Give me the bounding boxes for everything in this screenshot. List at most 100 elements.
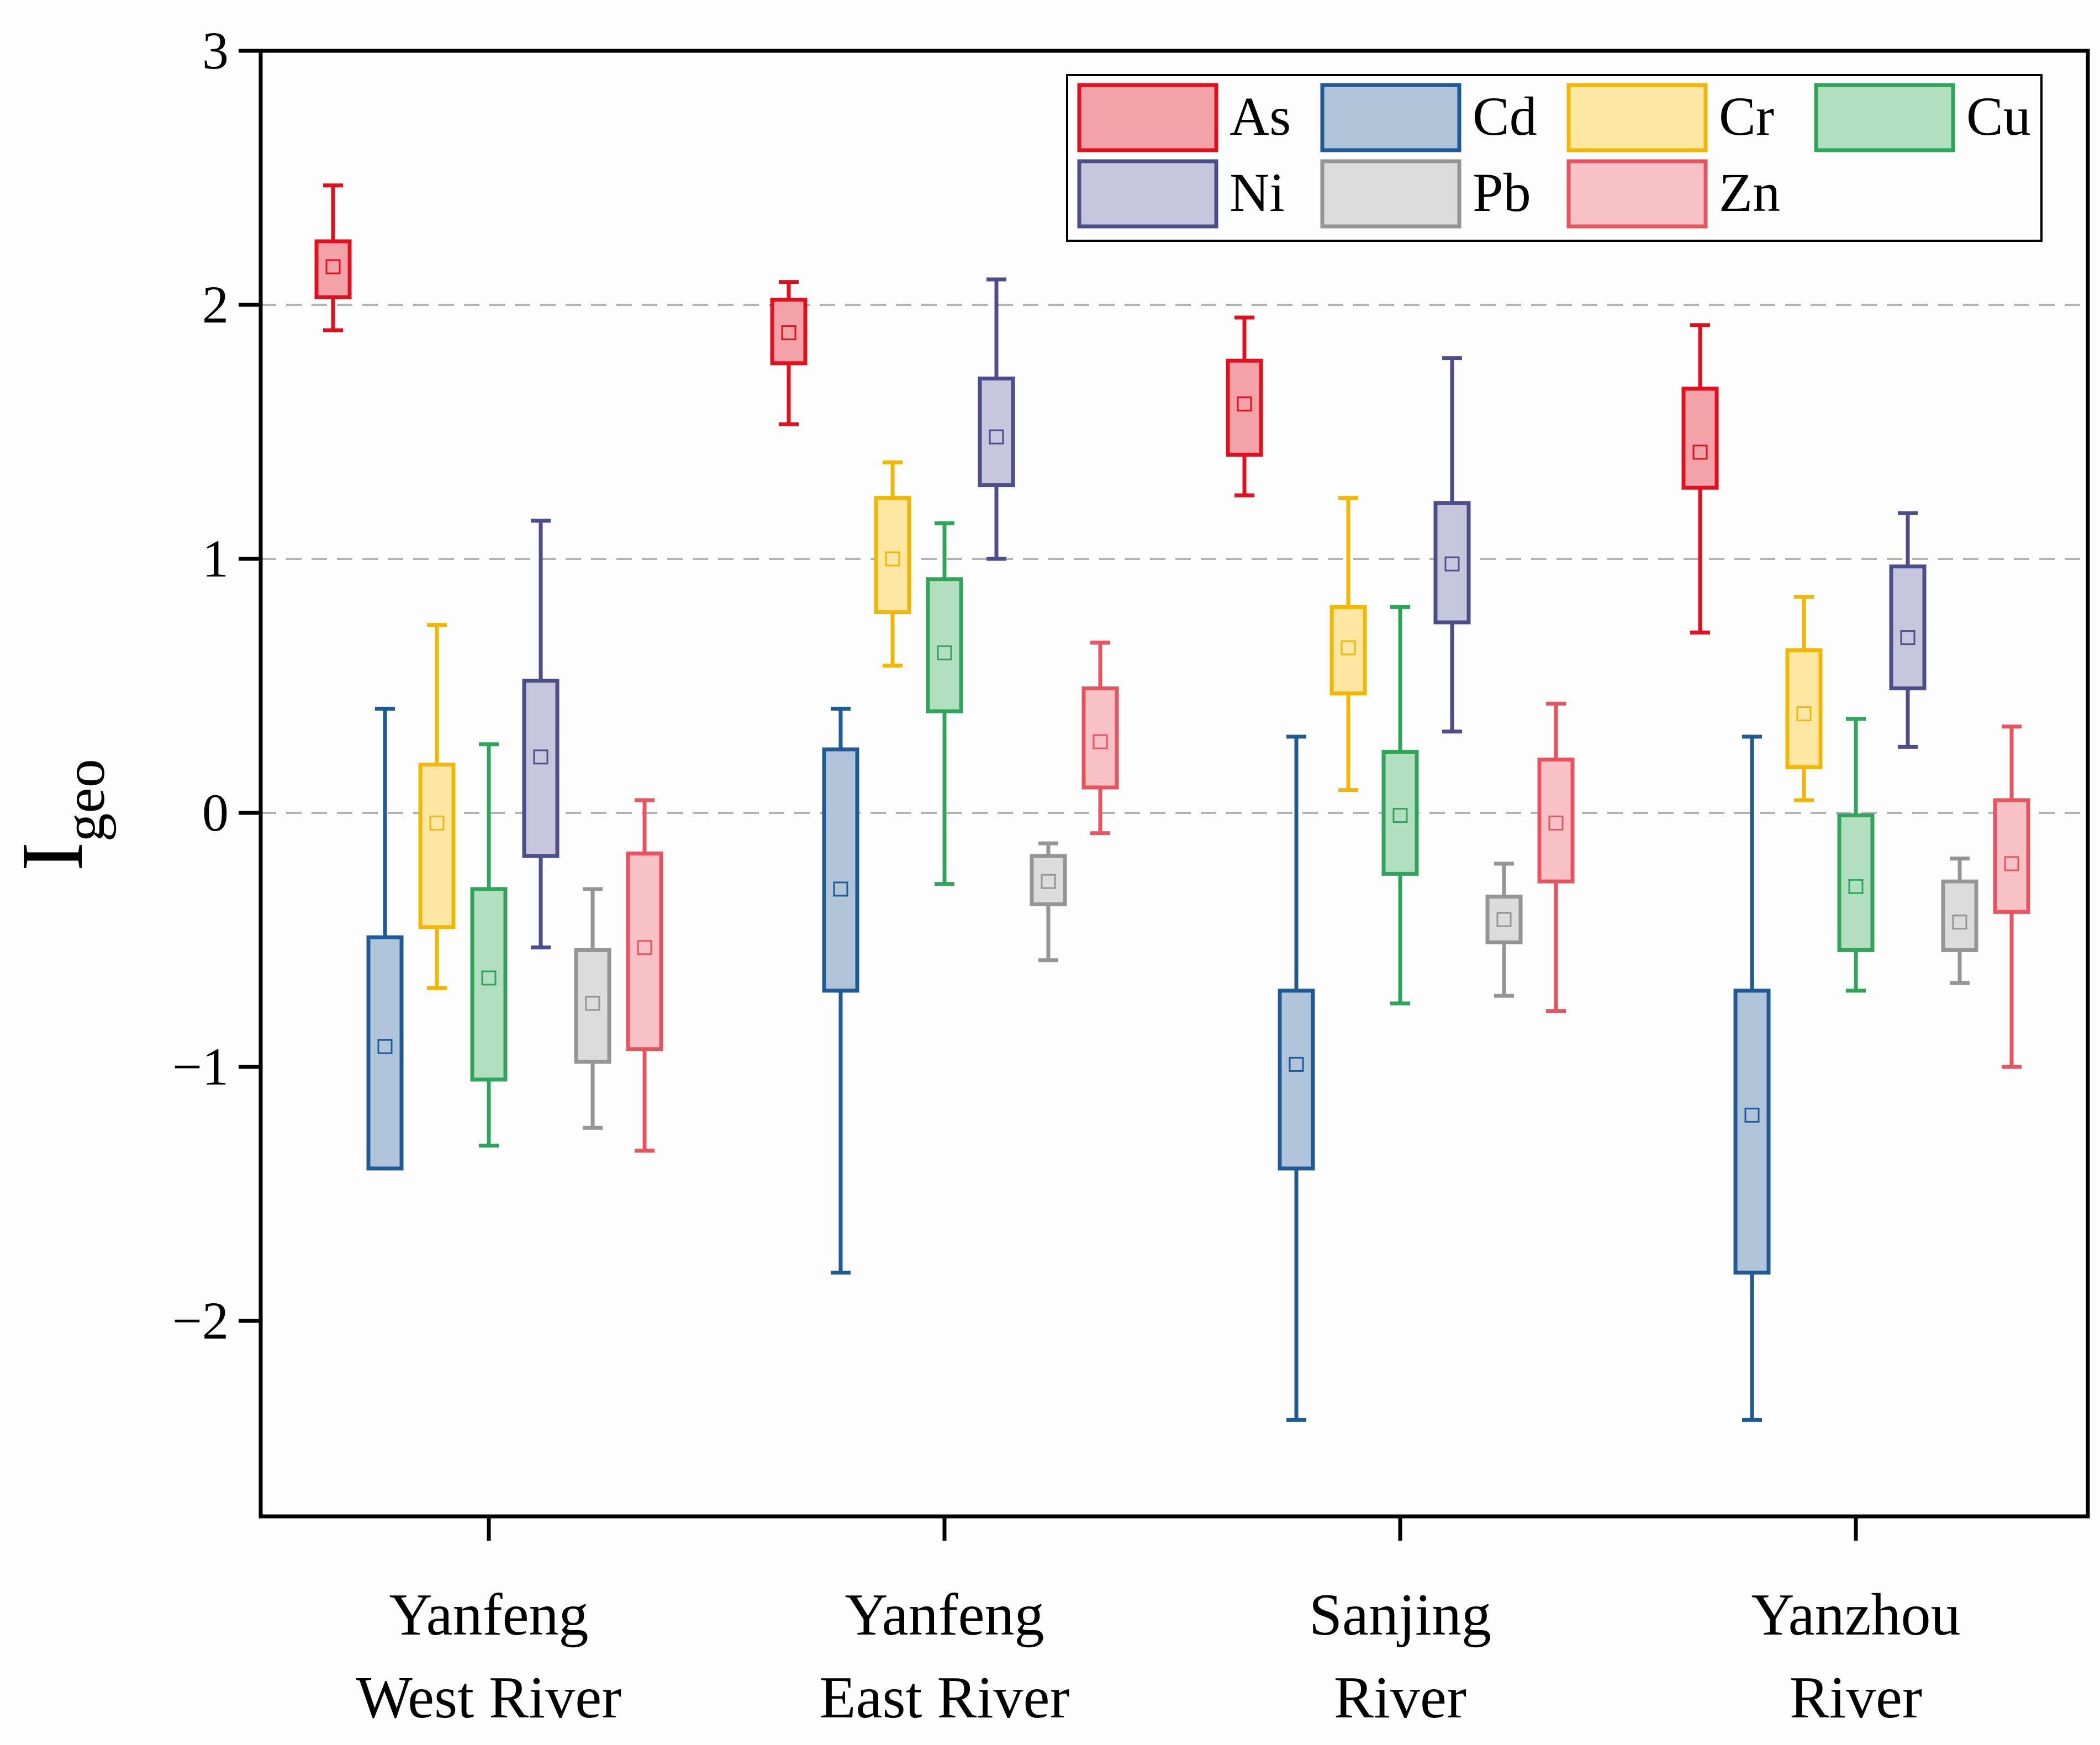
box-mean-marker	[429, 815, 445, 831]
y-axis: 3 2 1 0 −1 −2	[172, 21, 261, 1350]
legend-label-cu: Cu	[1966, 86, 2031, 147]
plot-frame	[258, 49, 2090, 1519]
box-mean-marker	[481, 970, 497, 986]
box-pb	[1941, 856, 1978, 985]
box-iqr	[1681, 387, 1719, 490]
box-ni	[1889, 511, 1927, 749]
box-series	[314, 183, 2030, 1422]
box-mean-marker	[1392, 808, 1408, 823]
box-iqr	[574, 948, 611, 1064]
legend-swatch-zn	[1566, 159, 1708, 229]
box-ni	[978, 277, 1015, 561]
y-tick-label: −2	[172, 1291, 229, 1350]
y-tick-label: 0	[202, 783, 229, 842]
box-mean-marker	[937, 645, 952, 660]
legend-label-as: As	[1230, 86, 1291, 147]
y-axis-title-main: I	[3, 842, 101, 871]
legend-label-cd: Cd	[1473, 86, 1537, 147]
box-iqr	[1226, 358, 1263, 457]
y-axis-title: Igeo	[3, 759, 117, 871]
box-iqr	[926, 577, 963, 713]
box-cd	[822, 706, 859, 1275]
y-tick-label: −1	[172, 1037, 229, 1096]
box-mean-marker	[989, 429, 1004, 445]
x-tick-label: River	[1334, 1665, 1466, 1731]
legend-swatch-cr	[1566, 83, 1708, 152]
box-mean-marker	[1289, 1056, 1304, 1072]
box-ni	[522, 519, 560, 950]
box-pb	[1030, 841, 1067, 963]
box-zn	[1537, 701, 1575, 1013]
box-iqr	[1329, 605, 1367, 696]
box-cr	[1785, 595, 1823, 802]
box-cu	[470, 742, 508, 1148]
box-zn	[1081, 641, 1119, 836]
box-cr	[418, 623, 456, 990]
box-iqr	[626, 852, 663, 1051]
box-as	[770, 280, 808, 426]
box-mean-marker	[1796, 706, 1812, 722]
box-mean-marker	[533, 749, 548, 765]
box-iqr	[978, 376, 1015, 488]
x-tick-label: Yanzhou	[1751, 1582, 1960, 1648]
box-zn	[626, 798, 663, 1153]
box-mean-marker	[885, 551, 900, 567]
box-mean-marker	[1900, 630, 1916, 646]
box-iqr	[1837, 813, 1875, 952]
box-mean-marker	[781, 325, 796, 341]
legend-label-zn: Zn	[1719, 162, 1780, 223]
box-mean-marker	[1744, 1107, 1760, 1123]
legend-swatch-cd	[1320, 83, 1461, 152]
legend-swatch-pb	[1320, 159, 1461, 229]
y-axis-title-text: Igeo	[3, 759, 117, 871]
box-mean-marker	[1093, 734, 1108, 749]
box-mean-marker	[637, 940, 652, 955]
box-iqr	[1278, 988, 1315, 1171]
legend-label-cr: Cr	[1719, 86, 1774, 147]
box-cr	[1329, 496, 1367, 792]
x-tick-label: River	[1790, 1665, 1922, 1731]
box-mean-marker	[1341, 640, 1356, 655]
legend-swatch-as	[1077, 83, 1218, 152]
box-mean-marker	[2004, 856, 2019, 871]
x-tick-label: Sanjing	[1309, 1582, 1491, 1648]
box-cr	[874, 460, 911, 668]
box-pb	[574, 887, 611, 1130]
box-cu	[1381, 605, 1419, 1006]
box-iqr	[1381, 750, 1419, 876]
box-iqr	[1993, 798, 2030, 914]
box-zn	[1993, 725, 2030, 1069]
box-iqr	[418, 763, 456, 929]
box-as	[1226, 315, 1263, 498]
box-iqr	[1433, 501, 1471, 625]
legend-label-ni: Ni	[1230, 162, 1285, 223]
box-ni	[1433, 356, 1471, 734]
x-tick-label: Yanfeng	[845, 1582, 1044, 1648]
box-iqr	[1889, 564, 1927, 691]
box-cd	[1278, 734, 1315, 1422]
box-iqr	[1030, 854, 1067, 907]
box-mean-marker	[1444, 556, 1460, 572]
y-axis-title-subscript: geo	[53, 759, 117, 842]
box-mean-marker	[1496, 912, 1512, 927]
x-axis: Yanfeng West River Yanfeng East River Sanjin…	[356, 1516, 1961, 1731]
box-mean-marker	[833, 881, 848, 897]
box-iqr	[822, 747, 859, 993]
box-iqr	[522, 679, 560, 858]
box-mean-marker	[1041, 874, 1056, 889]
box-mean-marker	[585, 996, 600, 1011]
box-iqr	[1537, 757, 1575, 884]
box-as	[1681, 323, 1719, 634]
box-mean-marker	[1548, 815, 1564, 831]
box-pb	[1485, 861, 1523, 998]
box-cu	[1837, 717, 1875, 993]
legend: As Cd Cr Cu Ni Pb Zn	[1066, 74, 2043, 242]
box-iqr	[1785, 648, 1823, 769]
box-mean-marker	[1692, 445, 1708, 460]
box-iqr	[1485, 895, 1523, 945]
x-tick-label: West River	[356, 1665, 621, 1731]
legend-swatch-cu	[1814, 83, 1955, 152]
box-mean-marker	[377, 1039, 393, 1054]
y-tick-label: 3	[202, 21, 229, 80]
